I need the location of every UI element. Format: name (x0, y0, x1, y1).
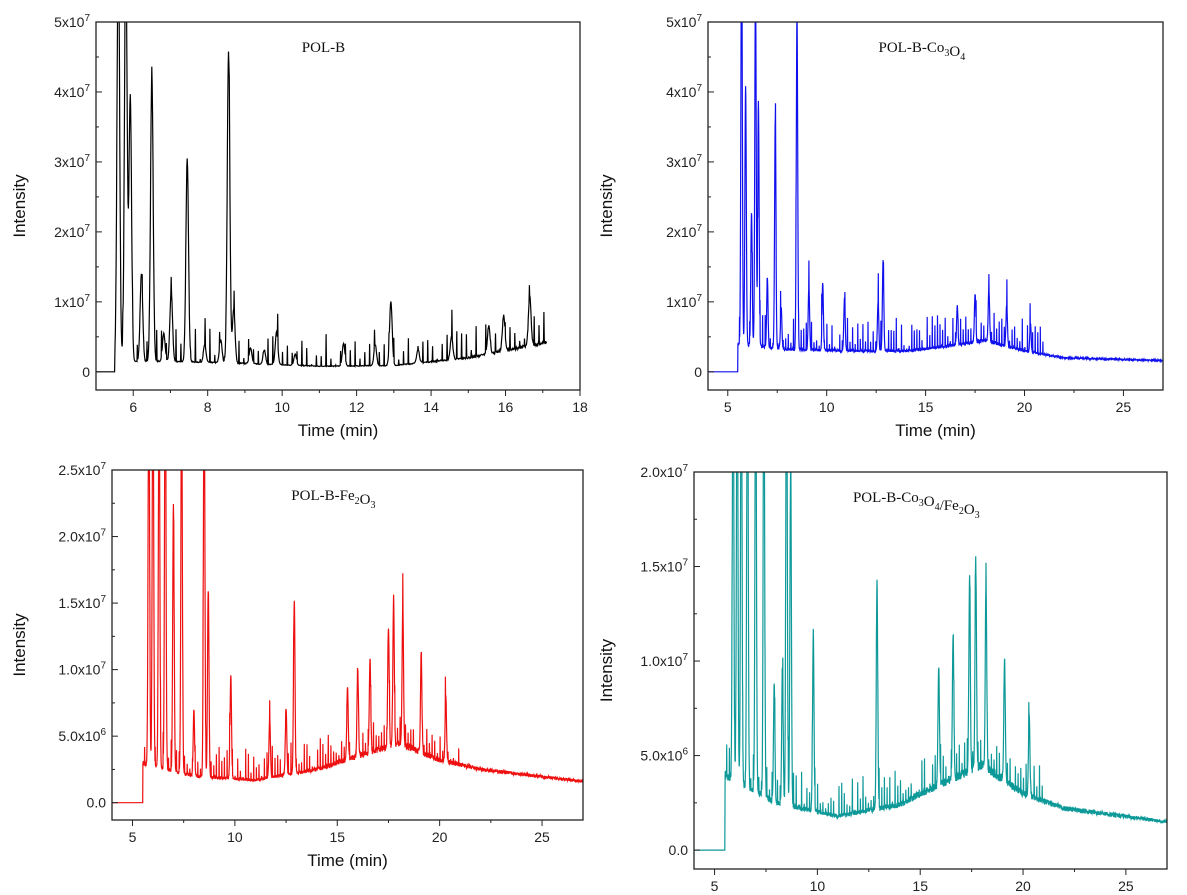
x-tick-label: 16 (498, 399, 514, 415)
y-tick-label: 0.0 (669, 842, 689, 858)
x-axis-label: Time (min) (298, 421, 379, 440)
x-tick-label: 10 (810, 878, 826, 894)
x-tick-label: 20 (432, 829, 448, 845)
x-tick-label: 20 (1015, 878, 1031, 894)
y-axis-label: Intensity (597, 174, 616, 238)
y-tick-label: 1.5x107 (58, 594, 106, 611)
y-tick-label: 1x107 (666, 293, 702, 310)
x-tick-label: 15 (329, 829, 345, 845)
x-tick-label: 15 (912, 878, 928, 894)
y-tick-label: 1x107 (54, 293, 90, 310)
y-tick-label: 0 (694, 364, 702, 380)
series-line (112, 470, 583, 804)
x-tick-label: 10 (819, 399, 835, 415)
panel-title: POL-B-Co3O4/Fe2O3 (853, 490, 980, 521)
panel-title: POL-B-Fe2O3 (291, 488, 375, 511)
x-tick-label: 14 (423, 399, 439, 415)
y-tick-label: 2.0x107 (640, 463, 688, 480)
y-tick-label: 4x107 (666, 83, 702, 100)
x-tick-label: 25 (534, 829, 550, 845)
y-tick-label: 3x107 (666, 153, 702, 170)
y-tick-label: 2x107 (666, 223, 702, 240)
chart-panel-2: 0 1x107 2x107 3x107 4x107 5x107 5 10 15 20 25 Time … (597, 13, 1164, 440)
series-line (708, 22, 1163, 373)
y-axis-label: Intensity (597, 638, 616, 702)
x-tick-label: 15 (918, 399, 934, 415)
x-tick-label: 6 (129, 399, 137, 415)
chart-panel-3: 0.0 5.0x106 1.0x107 1.5x107 2.0x107 2.5x107 5 1… (10, 461, 584, 870)
x-tick-label: 8 (204, 399, 212, 415)
y-tick-label: 5x107 (54, 13, 90, 30)
x-tick-label: 12 (349, 399, 365, 415)
series-line (96, 22, 548, 373)
y-tick-label: 1.0x107 (640, 652, 688, 669)
x-tick-label: 5 (129, 829, 137, 845)
plot-frame (95, 21, 581, 391)
y-tick-label: 5x107 (666, 13, 702, 30)
y-tick-label: 0 (82, 364, 90, 380)
y-tick-label: 0.0 (87, 795, 107, 811)
x-tick-label: 25 (1116, 399, 1132, 415)
chart-panel-1: 0 1x107 2x107 3x107 4x107 5x107 6 8 10 12 14 16 18 Ti… (10, 13, 588, 440)
panel-title: POL-B-Co3O4 (879, 40, 966, 63)
panel-title: POL-B (302, 40, 345, 56)
y-tick-label: 2x107 (54, 223, 90, 240)
y-tick-label: 2.5x107 (58, 461, 106, 478)
y-tick-label: 3x107 (54, 153, 90, 170)
chart-panel-4: 0.0 5.0x106 1.0x107 1.5x107 2.0x107 5 10 15 20 25… (597, 463, 1168, 894)
y-tick-label: 5.0x106 (58, 727, 106, 744)
x-tick-label: 5 (724, 399, 732, 415)
y-tick-label: 4x107 (54, 83, 90, 100)
y-tick-label: 2.0x107 (58, 528, 106, 545)
x-axis-label: Time (min) (307, 851, 388, 870)
plot-frame (693, 471, 1168, 870)
y-tick-label: 1.0x107 (58, 661, 106, 678)
x-tick-label: 18 (572, 399, 588, 415)
x-tick-label: 5 (711, 878, 719, 894)
y-axis-label: Intensity (10, 613, 29, 677)
series-line (694, 472, 1167, 851)
x-tick-label: 10 (227, 829, 243, 845)
plot-frame (707, 21, 1164, 391)
plot-frame (111, 469, 584, 821)
x-tick-label: 20 (1017, 399, 1033, 415)
x-tick-label: 25 (1118, 878, 1134, 894)
x-tick-label: 10 (274, 399, 290, 415)
x-axis-label: Time (min) (895, 421, 976, 440)
y-tick-label: 5.0x106 (640, 747, 688, 764)
y-tick-label: 1.5x107 (640, 558, 688, 575)
y-axis-label: Intensity (10, 174, 29, 238)
